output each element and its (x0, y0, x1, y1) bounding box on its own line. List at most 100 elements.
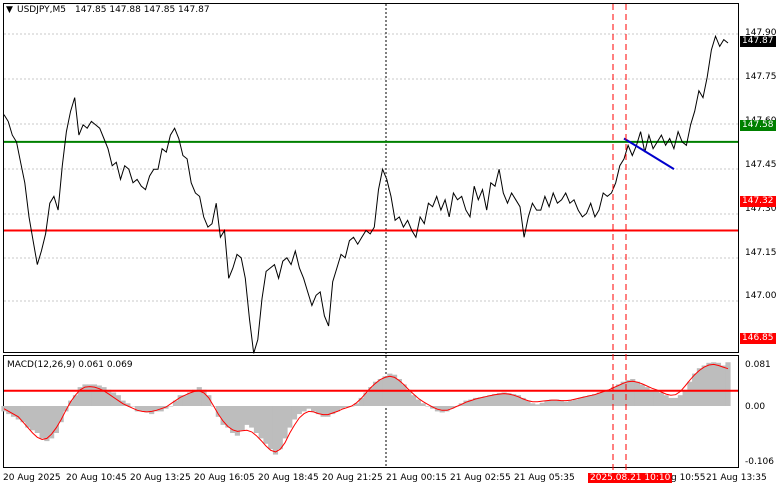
macd-histogram-bar (553, 399, 560, 406)
macd-scale-top: 0.081 (745, 360, 771, 370)
macd-histogram-bar (282, 406, 288, 439)
macd-histogram-bar (301, 406, 307, 412)
level-lines (4, 140, 738, 392)
macd-histogram-bar (144, 406, 150, 413)
macd-histogram-bar (268, 406, 274, 450)
macd-histogram-bar (696, 368, 703, 406)
macd-histogram-bar (563, 401, 569, 406)
macd-histogram-bar (311, 406, 317, 412)
macd-histogram-bar (658, 392, 664, 406)
macd-histogram-bar (244, 406, 250, 425)
macd-histogram-bar (601, 390, 607, 406)
time-tick: 21 Aug 02:55 (450, 473, 511, 483)
macd-histogram-bar (168, 406, 174, 407)
macd-histogram-bar (125, 403, 131, 406)
macd-histogram-bar (463, 400, 469, 406)
macd-histogram-bar (663, 395, 669, 406)
macd-histogram-bar (577, 397, 583, 406)
macd-histogram-bar (449, 406, 455, 409)
macd-histogram-bar (296, 406, 302, 415)
time-tick: 21 Aug 13:35 (706, 473, 767, 483)
macd-histogram-bar (649, 389, 655, 406)
macd-histogram-bar (234, 406, 240, 436)
macd-scale-zero: 0.00 (745, 402, 766, 412)
macd-histogram-bar (177, 395, 183, 406)
macd-histogram-bar (225, 406, 231, 428)
macd-histogram-bar (53, 406, 59, 433)
macd-histogram-bar (549, 399, 555, 406)
macd-histogram-bar (253, 406, 260, 433)
price-tick: 147.45 (745, 160, 777, 170)
macd-histogram-bar (720, 365, 726, 406)
time-tick: 21 Aug 05:35 (514, 473, 575, 483)
macd-histogram-bar (515, 395, 522, 406)
price-tick: 147.00 (745, 291, 777, 301)
macd-histogram-bar (701, 365, 707, 406)
macd-histogram-bar (6, 406, 12, 415)
macd-histogram-bar (439, 406, 445, 413)
macd-histogram-bar (287, 406, 293, 428)
macd-histogram-bar (639, 384, 645, 406)
price-series (3, 34, 729, 354)
macd-indicator (1, 362, 731, 455)
macd-histogram-bar (492, 394, 498, 406)
price-line (3, 34, 729, 354)
macd-histogram-bar (96, 385, 102, 406)
macd-histogram-bar (372, 381, 379, 406)
macd-histogram-bar (230, 406, 236, 433)
macd-histogram-bar (487, 395, 493, 406)
macd-histogram-bar (191, 389, 198, 406)
macd-scale-bottom: -0.106 (745, 457, 775, 467)
macd-histogram-bar (172, 400, 179, 406)
macd-histogram-bar (606, 389, 612, 406)
macd-histogram-bar (182, 395, 188, 406)
macd-histogram-bar (401, 384, 407, 406)
macd-histogram-bar (139, 406, 145, 412)
macd-histogram-bar (325, 406, 331, 417)
macd-histogram-bar (530, 403, 536, 406)
macd-histogram-bar (87, 384, 93, 406)
macd-histogram-bar (249, 406, 255, 428)
macd-histogram-bar (630, 379, 636, 406)
time-tick: 20 Aug 10:45 (66, 473, 127, 483)
price-tick: 147.90 (745, 28, 777, 38)
macd-histogram-bar (220, 406, 226, 425)
price-tick: 147.15 (745, 248, 777, 258)
macd-histogram-bar (415, 399, 421, 406)
macd-histogram-bar (34, 406, 40, 433)
macd-histogram-bar (596, 392, 602, 406)
macd-histogram-bar (558, 400, 564, 406)
macd-histogram-bar (306, 406, 312, 409)
macd-histogram-bar (406, 389, 412, 406)
green-level-tag: 147.58 (740, 120, 776, 131)
macd-histogram-bar (215, 406, 221, 417)
time-tick: g 10:55 (671, 473, 706, 483)
macd-histogram-bar (477, 397, 483, 406)
macd-histogram-bar (644, 387, 650, 406)
macd-histogram-bar (411, 395, 417, 406)
macd-histogram-bar (91, 384, 98, 406)
macd-histogram-bar (711, 362, 717, 406)
macd-histogram-bar (58, 406, 64, 423)
macd-histogram-bar (444, 406, 450, 412)
macd-histogram-bar (534, 404, 541, 406)
macd-histogram-bar (682, 389, 688, 406)
macd-histogram-bar (68, 400, 74, 406)
macd-label: MACD(12,26,9) 0.061 0.069 (7, 360, 133, 370)
macd-histogram-bar (592, 394, 598, 406)
macd-histogram-bar (101, 387, 107, 406)
symbol-dropdown-icon[interactable]: ▼ (6, 5, 13, 15)
macd-histogram-bar (10, 406, 17, 417)
macd-histogram-bar (49, 406, 55, 439)
macd-histogram-bar (206, 395, 212, 406)
macd-histogram-bar (277, 406, 283, 450)
time-tick: 20 Aug 18:45 (258, 473, 319, 483)
macd-histogram-bar (344, 406, 350, 408)
symbol-timeframe: USDJPY,M5 (17, 5, 66, 15)
macd-histogram-bar (544, 400, 550, 406)
macd-histogram-bar (77, 387, 83, 406)
macd-histogram-bar (72, 395, 79, 406)
entry-markers (612, 4, 627, 472)
